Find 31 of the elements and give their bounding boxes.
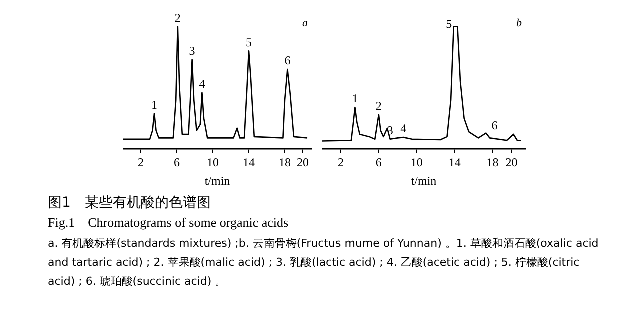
annotation: 3 <box>387 124 394 138</box>
x-tick-label: 10 <box>207 156 219 170</box>
x-tick-label: 18 <box>279 156 291 170</box>
x-tick-label: 10 <box>410 156 423 170</box>
annotation: 1 <box>352 92 358 106</box>
x-tick-label: 14 <box>243 156 255 170</box>
x-tick-label: 14 <box>448 156 461 170</box>
x-tick-label: 2 <box>138 156 144 170</box>
annotation: 4 <box>199 77 206 92</box>
annotation: b <box>516 17 522 30</box>
x-tick-label: 20 <box>297 156 309 170</box>
x-tick-label: 20 <box>506 156 518 170</box>
annotation: 2 <box>174 10 181 25</box>
annotation: 5 <box>446 16 452 31</box>
text: 图1 某些有机酸的色谱图 <box>48 194 212 212</box>
x-tick-label: 6 <box>174 156 180 170</box>
x-tick-label: 18 <box>486 156 499 170</box>
x-axis-title: t/min <box>411 174 437 188</box>
annotation: 6 <box>284 54 291 68</box>
annotation: 5 <box>246 35 252 50</box>
text: Fig.1 Chromatograms of some organic acids <box>48 214 290 232</box>
annotation: 3 <box>189 44 196 58</box>
annotation: a <box>302 17 308 30</box>
x-tick-label: 6 <box>376 156 382 170</box>
annotation: 6 <box>492 118 498 133</box>
annotation: 1 <box>152 98 158 112</box>
annotation: 4 <box>400 122 407 136</box>
text: a. 有机酸标样(standards mixtures) ;b. 云南骨梅(Fructus mume of Yunnan) 。1. 草酸和酒石酸(oxalic acid and tartaric acid) ; 2. 苹果酸(malic acid) ; 3. 乳酸(lactic acid) ; 4. 乙酸(acetic acid) ; 5. 柠檬酸(citric acid) ; 6. 琥珀酸(succinic acid) 。 <box>48 236 600 290</box>
x-axis-title: t/min <box>204 174 230 188</box>
annotation: 2 <box>376 99 382 114</box>
x-tick-label: 2 <box>338 156 344 170</box>
